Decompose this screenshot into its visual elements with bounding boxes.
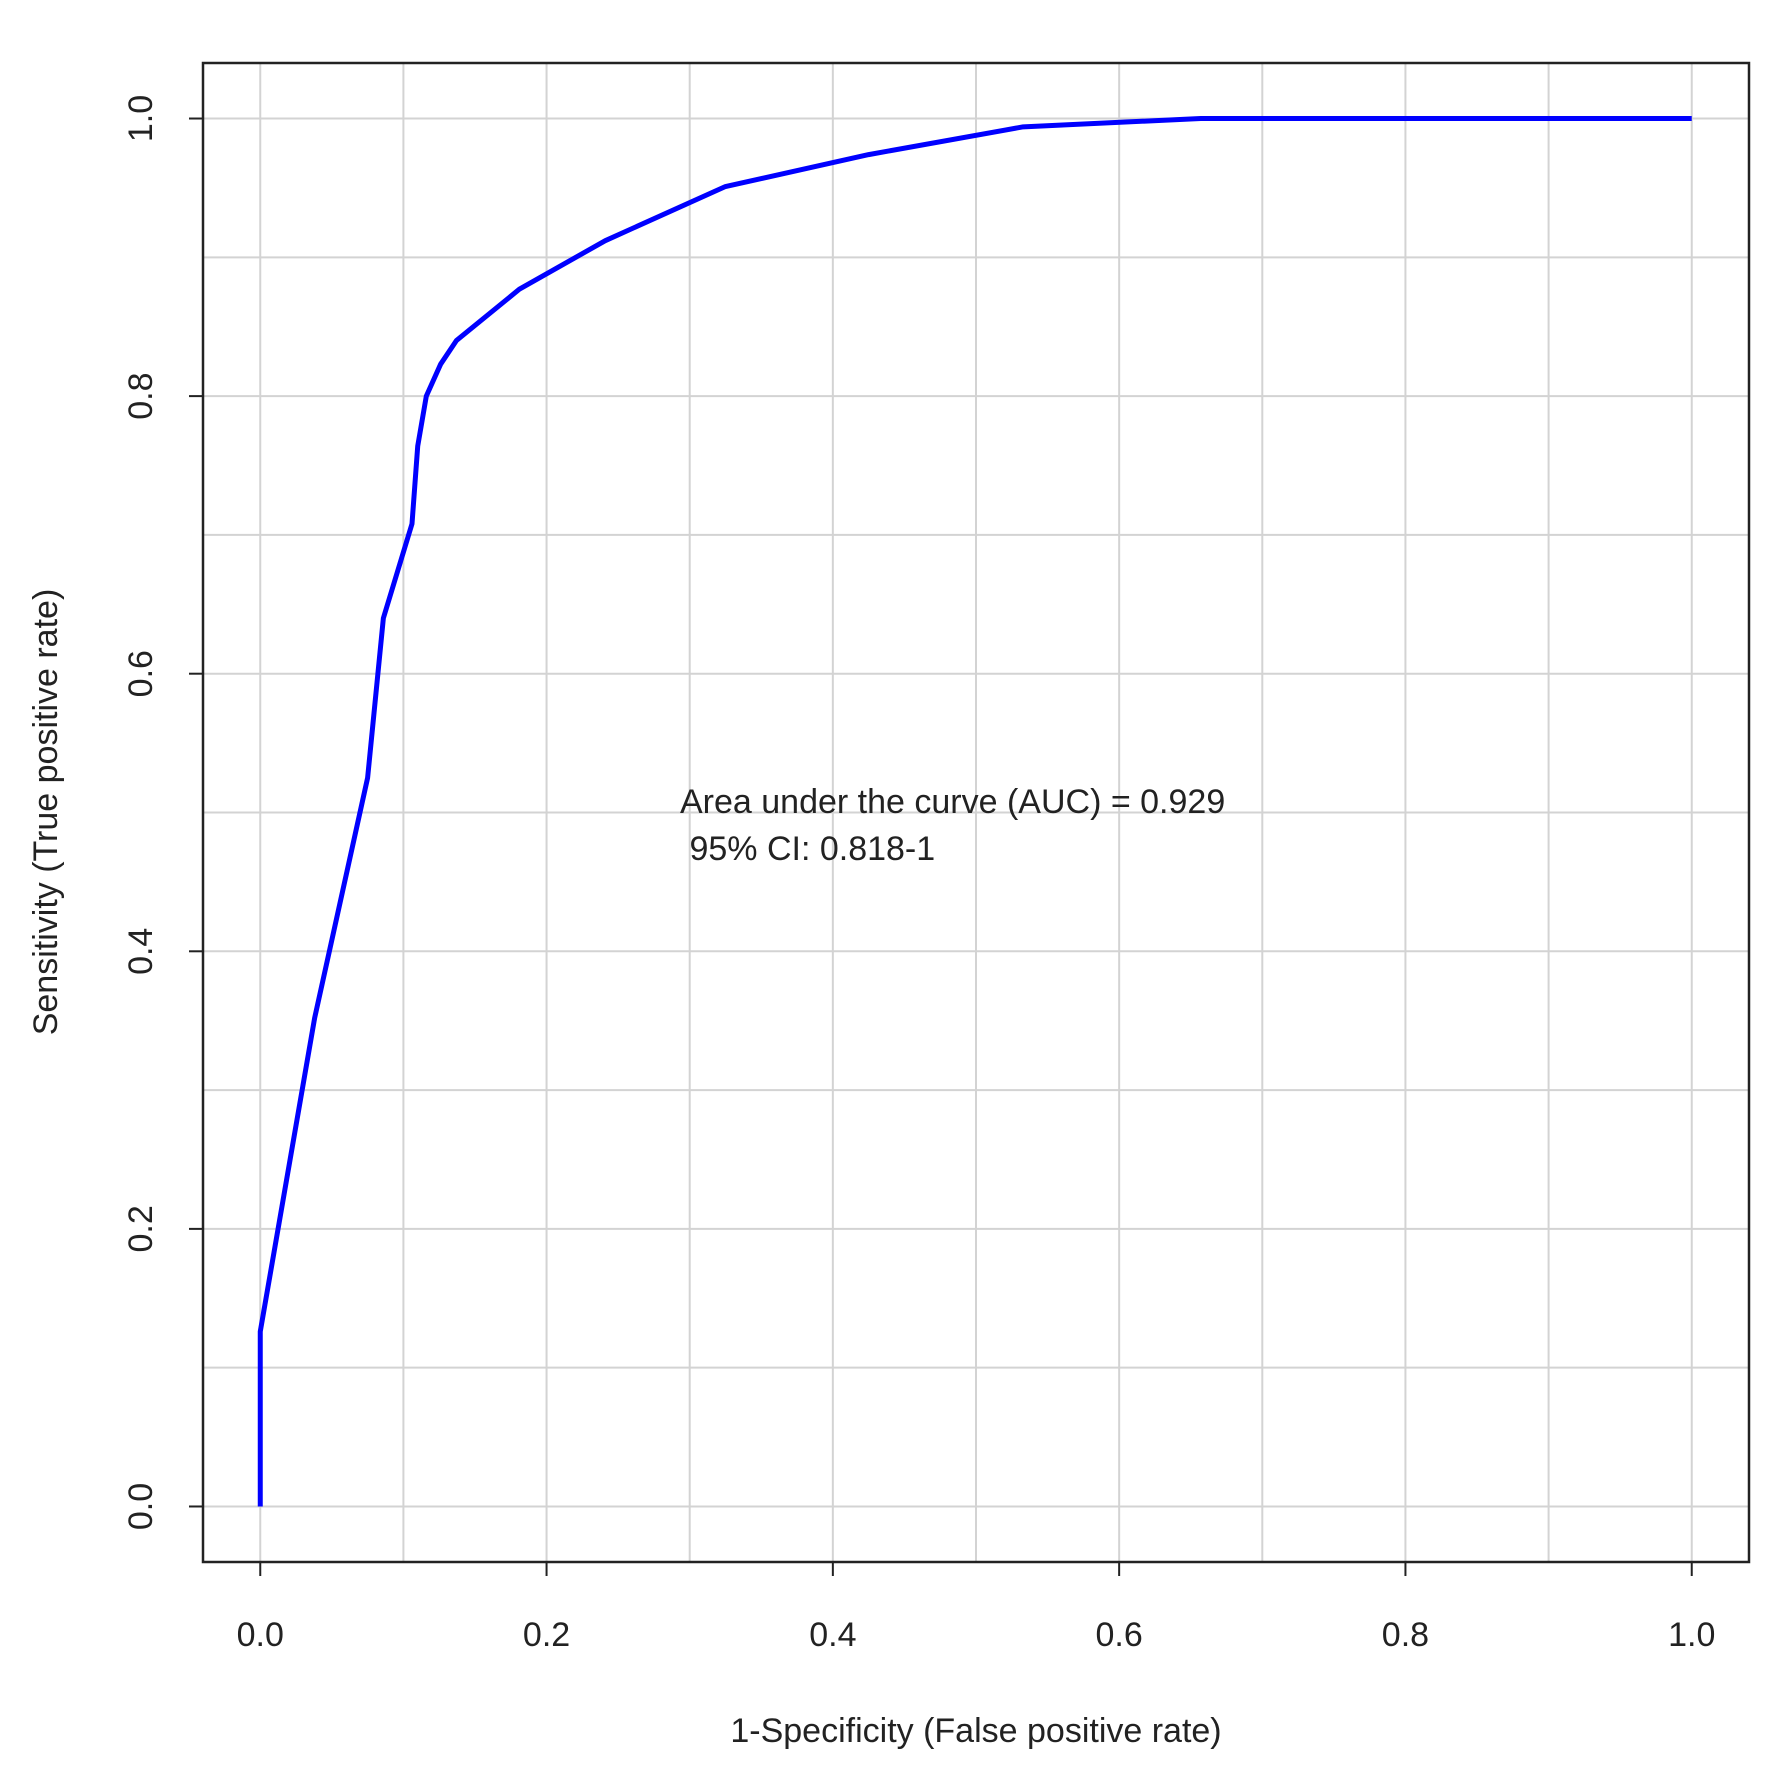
x-tick-label: 0.2 bbox=[523, 1616, 570, 1654]
y-tick-label: 0.8 bbox=[122, 372, 160, 419]
y-tick-label: 0.6 bbox=[122, 650, 160, 697]
x-tick-label: 0.6 bbox=[1096, 1616, 1143, 1654]
x-tick-label: 1.0 bbox=[1668, 1616, 1715, 1654]
roc-curve bbox=[257, 116, 1692, 1507]
y-tick-label: 1.0 bbox=[122, 95, 160, 142]
y-axis-label: Sensitivity (True positive rate) bbox=[27, 589, 65, 1036]
y-tick-label: 0.4 bbox=[122, 928, 160, 975]
annotation: Area under the curve (AUC) = 0.929 bbox=[680, 783, 1225, 821]
y-tick-label: 0.2 bbox=[122, 1205, 160, 1252]
y-tick-label: 0.0 bbox=[122, 1483, 160, 1530]
x-tick-label: 0.8 bbox=[1382, 1616, 1429, 1654]
x-axis-label: 1-Specificity (False positive rate) bbox=[730, 1712, 1221, 1750]
plot-frame bbox=[201, 61, 1751, 1564]
annotation: 95% CI: 0.818-1 bbox=[680, 830, 935, 868]
x-tick-label: 0.0 bbox=[237, 1616, 284, 1654]
x-tick-label: 0.4 bbox=[809, 1616, 856, 1654]
